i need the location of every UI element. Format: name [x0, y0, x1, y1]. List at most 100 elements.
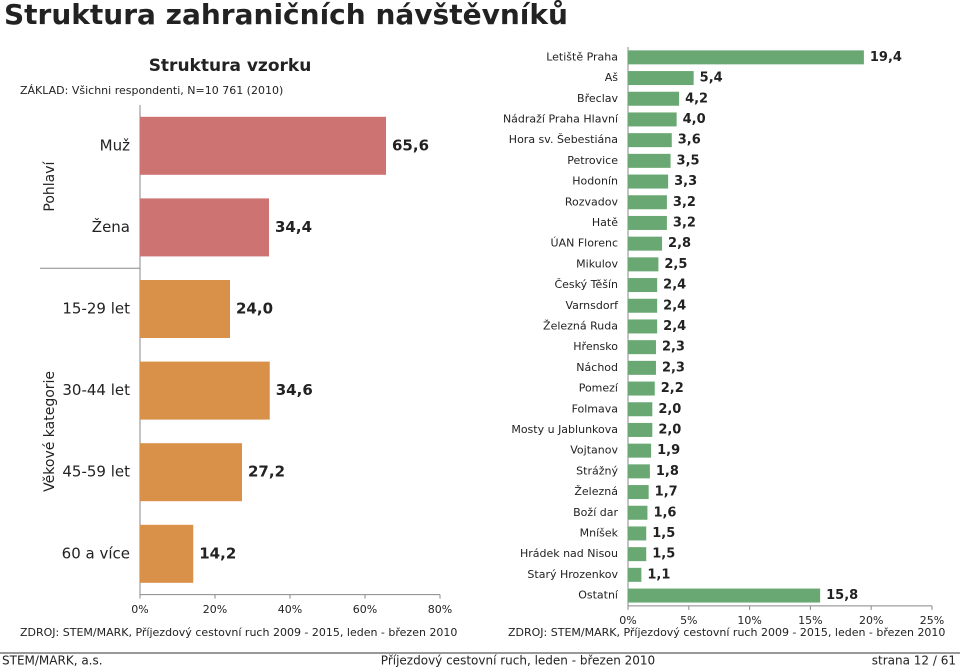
value-label: 2,2 — [661, 381, 684, 396]
bar — [628, 464, 650, 479]
bar — [628, 278, 658, 293]
bar — [628, 422, 653, 437]
x-tick-label: 60% — [353, 603, 377, 616]
value-label: 65,6 — [392, 136, 429, 154]
category-label: Vojtanov — [570, 444, 618, 457]
x-tick-label: 20% — [203, 603, 227, 616]
value-label: 19,4 — [870, 50, 902, 65]
category-label: Hatě — [592, 216, 618, 229]
bar — [628, 153, 671, 168]
value-label: 1,5 — [652, 526, 675, 541]
bar — [140, 116, 386, 175]
category-label: Hřensko — [573, 340, 618, 353]
x-tick-label: 40% — [278, 603, 302, 616]
bar — [140, 443, 242, 502]
category-label: Mikulov — [576, 257, 618, 270]
x-tick-label: 80% — [428, 603, 452, 616]
x-tick-label: 0% — [619, 614, 636, 627]
category-label: Hodonín — [572, 175, 618, 188]
value-label: 2,4 — [663, 319, 686, 334]
value-label: 34,6 — [276, 381, 313, 399]
bar — [140, 524, 194, 583]
value-label: 1,5 — [652, 547, 675, 562]
value-label: 4,0 — [683, 112, 706, 127]
category-label: Mníšek — [580, 526, 619, 539]
category-label: Nádraží Praha Hlavní — [503, 112, 619, 125]
category-label: Mosty u Jablunkova — [511, 423, 618, 436]
x-tick-label: 25% — [920, 614, 944, 627]
value-label: 34,4 — [275, 218, 312, 236]
bar — [628, 112, 677, 127]
category-label: Železná — [574, 485, 618, 498]
value-label: 14,2 — [199, 544, 236, 562]
category-label: Železná Ruda — [543, 319, 618, 332]
bar — [628, 133, 672, 148]
category-label: 45-59 let — [62, 463, 130, 481]
bar — [628, 402, 653, 417]
category-label: Muž — [100, 136, 130, 154]
value-label: 1,6 — [653, 505, 676, 520]
category-label: Český Těšín — [554, 278, 618, 291]
value-label: 2,5 — [664, 257, 687, 272]
x-tick-label: 0% — [131, 603, 148, 616]
value-label: 1,8 — [656, 464, 679, 479]
category-label: Rozvadov — [565, 195, 619, 208]
value-label: 1,1 — [647, 567, 670, 582]
bar — [628, 567, 642, 582]
value-label: 4,2 — [685, 91, 708, 106]
value-label: 3,6 — [678, 133, 701, 148]
group-label: Pohlaví — [42, 160, 58, 211]
value-label: 1,9 — [657, 443, 680, 458]
page-title: Struktura zahraničních návštěvníků — [4, 0, 568, 31]
category-label: Boží dar — [573, 506, 618, 519]
bar — [140, 198, 269, 257]
category-label: Hora sv. Šebestiána — [509, 133, 618, 146]
bar — [628, 340, 656, 355]
category-label: Ostatní — [578, 589, 619, 602]
bar — [628, 547, 647, 562]
category-label: Starý Hrozenkov — [527, 568, 618, 581]
x-tick-label: 10% — [737, 614, 761, 627]
bar — [140, 280, 230, 338]
category-label: Strážný — [576, 464, 618, 477]
category-label: Žena — [92, 217, 130, 236]
value-label: 15,8 — [826, 588, 858, 603]
bar — [628, 485, 649, 500]
x-tick-label: 15% — [798, 614, 822, 627]
bar — [140, 361, 270, 420]
bar — [628, 298, 658, 313]
category-label: 60 a více — [62, 544, 130, 562]
source-note: ZDROJ: STEM/MARK, Příjezdový cestovní ru… — [20, 626, 457, 639]
category-label: Varnsdorf — [565, 299, 619, 312]
value-label: 3,2 — [673, 195, 696, 210]
bar — [628, 360, 656, 375]
category-label: Letiště Praha — [546, 50, 618, 63]
bar — [628, 257, 659, 272]
footer-center: Příjezdový cestovní ruch, leden - březen… — [381, 654, 655, 667]
bar — [628, 588, 821, 603]
bar — [628, 195, 667, 210]
category-label: Břeclav — [577, 92, 618, 105]
bar — [628, 50, 864, 65]
value-label: 2,3 — [662, 340, 685, 355]
chart-title: Struktura vzorku — [149, 56, 312, 76]
bar — [628, 505, 648, 520]
value-label: 2,3 — [662, 360, 685, 375]
value-label: 24,0 — [236, 300, 273, 318]
bar — [628, 174, 669, 189]
group-label: Věkové kategorie — [42, 371, 58, 492]
category-label: Pomezí — [579, 382, 619, 395]
value-label: 2,8 — [668, 236, 691, 251]
value-label: 2,4 — [663, 298, 686, 313]
value-label: 5,4 — [700, 71, 723, 86]
footer-right: strana 12 / 61 — [872, 654, 956, 667]
value-label: 27,2 — [248, 463, 285, 481]
x-tick-label: 5% — [680, 614, 697, 627]
category-label: 15-29 let — [62, 300, 130, 318]
category-label: Folmava — [572, 402, 618, 415]
value-label: 2,4 — [663, 278, 686, 293]
bar — [628, 236, 663, 251]
category-label: Hrádek nad Nisou — [520, 547, 618, 560]
category-label: Petrovice — [567, 154, 618, 167]
